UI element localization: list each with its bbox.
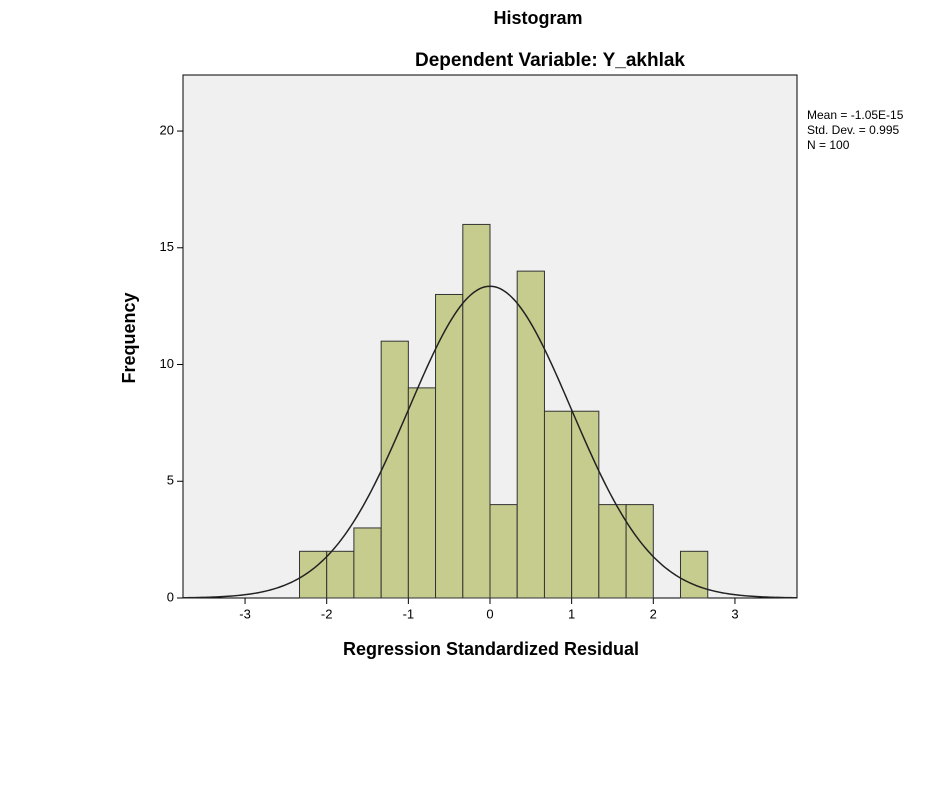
bar (679, 550, 709, 599)
x-tick-label: 3 (731, 606, 738, 621)
bar (407, 387, 437, 599)
x-tick-label: 2 (650, 606, 657, 621)
x-tick-label: -1 (403, 606, 415, 621)
normal-curve (182, 285, 798, 599)
stat-mean: Mean = -1.05E-15 (807, 108, 904, 122)
y-tick-label: 15 (160, 239, 174, 254)
bar (571, 410, 600, 599)
chart-title: Histogram (493, 8, 582, 28)
bar (598, 504, 627, 599)
stat-sd: Std. Dev. = 0.995 (807, 123, 899, 137)
x-tick-label: -2 (321, 606, 333, 621)
y-tick-label: 5 (167, 473, 174, 488)
bar (299, 550, 328, 599)
stat-n: N = 100 (807, 138, 850, 152)
bar (353, 527, 382, 599)
bar (462, 223, 491, 599)
bar (435, 293, 464, 599)
x-tick-label: 0 (486, 606, 493, 621)
y-tick-label: 20 (160, 122, 174, 137)
x-tick-label: 1 (568, 606, 575, 621)
y-tick-label: 10 (160, 356, 174, 371)
bar (326, 550, 355, 599)
y-axis-label: Frequency (119, 292, 139, 383)
bar (543, 410, 573, 599)
chart-subtitle: Dependent Variable: Y_akhlak (415, 50, 685, 71)
x-tick-label: -3 (239, 606, 251, 621)
bar (380, 340, 409, 599)
x-axis-label: Regression Standardized Residual (343, 639, 639, 659)
y-tick-label: 0 (167, 589, 174, 604)
bar (516, 270, 545, 599)
bar (489, 504, 518, 599)
